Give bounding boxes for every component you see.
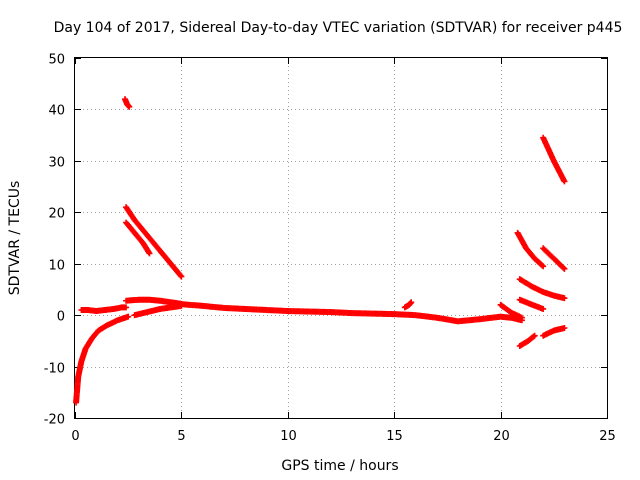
y-tick-label: 40 [48,104,65,119]
plot-frame [74,57,608,419]
series-arc-late-g [540,325,568,339]
x-tick-label: 25 [599,429,616,444]
series-arc-late-f [516,332,538,349]
series-arc-late-d [516,276,568,302]
data-point [530,333,537,340]
data-point [178,273,185,280]
series-arc-decline-b [123,219,153,257]
data-point [123,304,130,311]
series-arc-mid [167,300,525,325]
x-tick-label: 10 [280,429,297,444]
series-arc-blip [401,299,415,311]
data-point [177,272,184,279]
y-tick-label: 50 [48,53,65,68]
x-tick-label: 20 [493,429,510,444]
axis-ticks: 0 5 10 15 20 25 -20 -10 0 10 20 30 40 50 [44,53,616,445]
series-arc-late-c [540,245,568,272]
series-arc-late-e [516,296,547,312]
data-point [561,265,568,272]
data-point [561,325,568,331]
data-point [125,313,132,320]
data-point [540,263,547,270]
series-arc-late-b [540,134,568,185]
data-point [560,264,567,271]
x-axis-label: GPS time / hours [281,458,398,474]
data-point [518,314,525,321]
data-point [126,103,133,110]
y-tick-label: 20 [48,207,65,222]
series-arc-late-a [514,229,547,270]
data-point [531,332,538,339]
y-tick-label: 0 [57,310,65,325]
data-point [561,178,568,185]
series-arc-recovery [73,313,132,406]
data-point [561,295,568,302]
data-points [73,96,568,406]
x-tick-label: 15 [386,429,403,444]
y-tick-label: 30 [48,156,65,171]
y-tick-label: -10 [44,362,65,377]
series-arc-high [122,96,133,110]
series-arc-late-h [497,301,525,321]
chart-title: Day 104 of 2017, Sidereal Day-to-day VTE… [54,20,623,36]
series-arc-decline-a [123,204,185,280]
data-point [540,305,547,312]
x-tick-label: 0 [71,429,79,444]
data-point [408,299,415,306]
data-point [146,250,153,257]
series-arc-early-flat [78,304,130,315]
data-point [539,262,546,269]
grid [75,58,607,418]
y-tick-label: 10 [48,259,65,274]
y-tick-label: -20 [44,413,65,428]
y-axis-label: SDTVAR / TECUs [7,181,23,296]
x-tick-label: 5 [177,429,185,444]
